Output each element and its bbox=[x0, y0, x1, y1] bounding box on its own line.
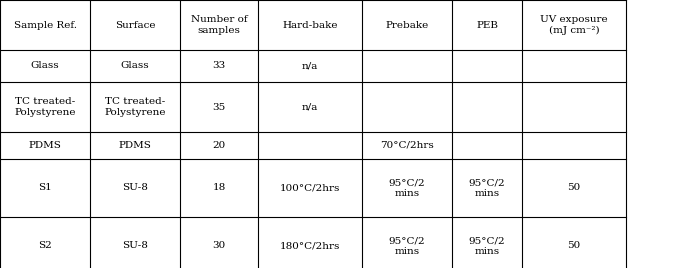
Text: 20: 20 bbox=[213, 141, 225, 150]
Text: Number of
samples: Number of samples bbox=[191, 15, 247, 35]
Text: S1: S1 bbox=[38, 184, 52, 192]
Text: 35: 35 bbox=[213, 102, 225, 111]
Text: 95°C/2
mins: 95°C/2 mins bbox=[469, 178, 505, 198]
Text: 50: 50 bbox=[568, 184, 581, 192]
Text: Glass: Glass bbox=[31, 61, 59, 70]
Text: 180°C/2hrs: 180°C/2hrs bbox=[280, 241, 340, 251]
Text: Surface: Surface bbox=[115, 20, 155, 29]
Text: PDMS: PDMS bbox=[119, 141, 151, 150]
Text: 30: 30 bbox=[213, 241, 225, 251]
Text: Glass: Glass bbox=[121, 61, 149, 70]
Text: 70°C/2hrs: 70°C/2hrs bbox=[380, 141, 434, 150]
Text: Sample Ref.: Sample Ref. bbox=[14, 20, 77, 29]
Text: Prebake: Prebake bbox=[386, 20, 428, 29]
Text: 18: 18 bbox=[213, 184, 225, 192]
Text: 95°C/2
mins: 95°C/2 mins bbox=[388, 236, 425, 256]
Text: 50: 50 bbox=[568, 241, 581, 251]
Text: PEB: PEB bbox=[476, 20, 498, 29]
Text: n/a: n/a bbox=[301, 102, 318, 111]
Text: SU-8: SU-8 bbox=[122, 241, 148, 251]
Text: 95°C/2
mins: 95°C/2 mins bbox=[469, 236, 505, 256]
Text: 95°C/2
mins: 95°C/2 mins bbox=[388, 178, 425, 198]
Text: Hard-bake: Hard-bake bbox=[282, 20, 337, 29]
Text: n/a: n/a bbox=[301, 61, 318, 70]
Text: S2: S2 bbox=[38, 241, 52, 251]
Text: 33: 33 bbox=[213, 61, 225, 70]
Text: UV exposure
(mJ cm⁻²): UV exposure (mJ cm⁻²) bbox=[540, 15, 608, 35]
Text: TC treated-
Polystyrene: TC treated- Polystyrene bbox=[105, 97, 166, 117]
Text: PDMS: PDMS bbox=[29, 141, 61, 150]
Text: TC treated-
Polystyrene: TC treated- Polystyrene bbox=[14, 97, 76, 117]
Text: SU-8: SU-8 bbox=[122, 184, 148, 192]
Text: 100°C/2hrs: 100°C/2hrs bbox=[280, 184, 340, 192]
